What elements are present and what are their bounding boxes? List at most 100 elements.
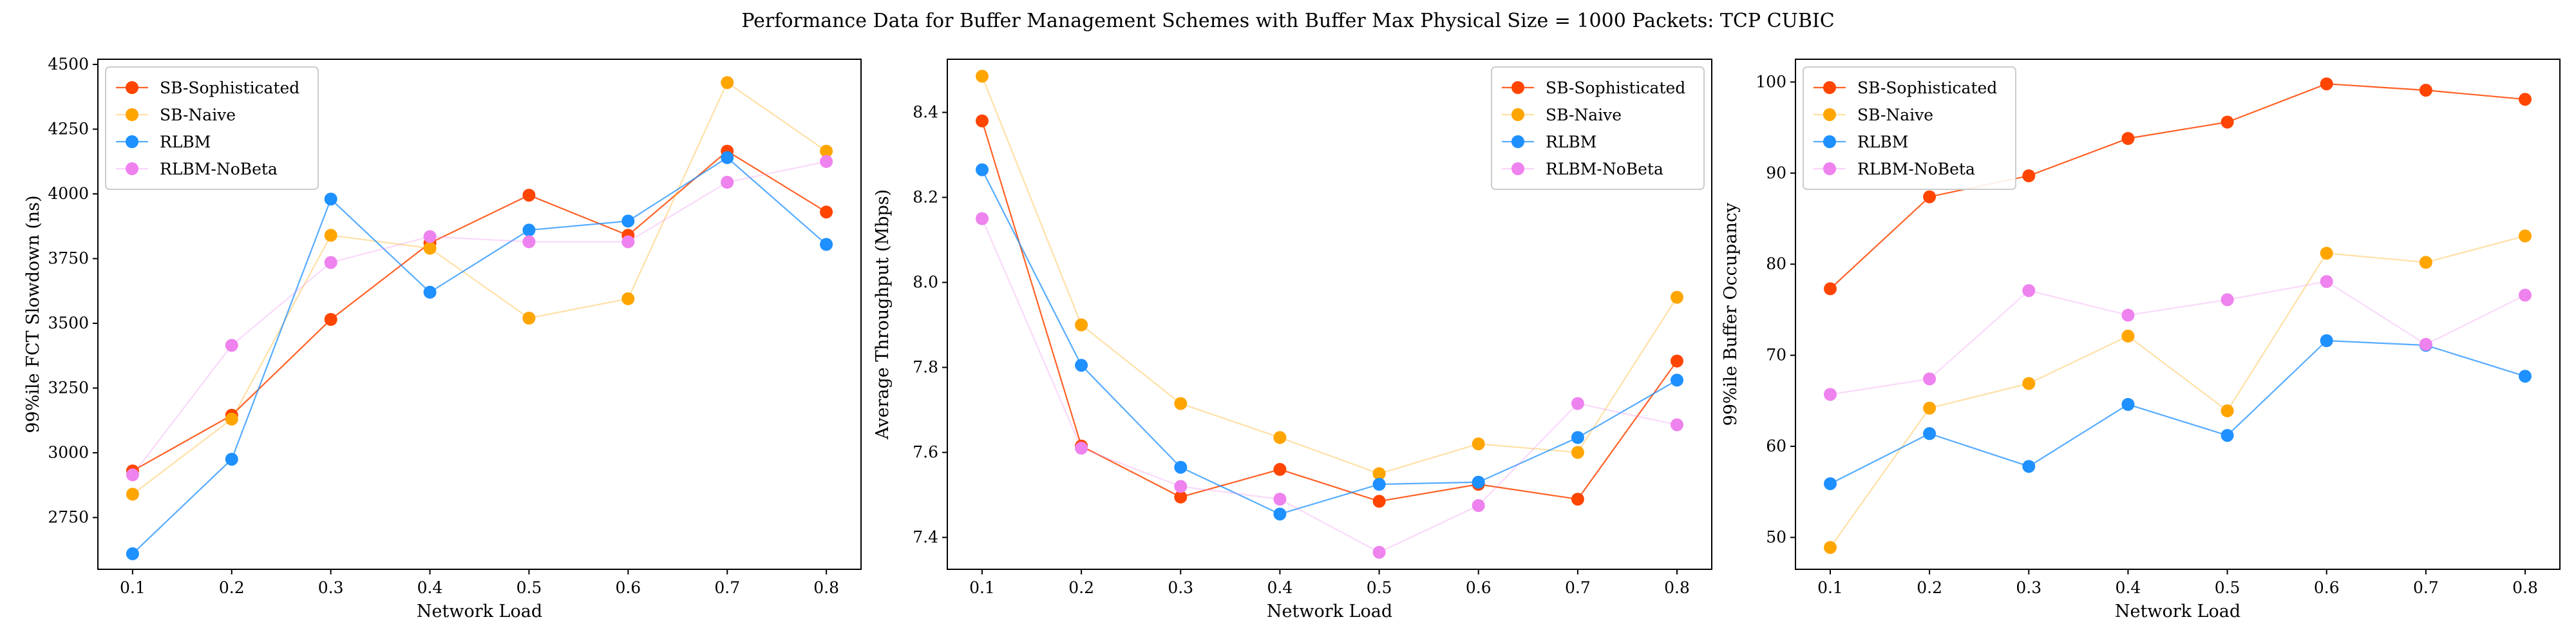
legend-entry: RLBM-NoBeta <box>116 160 278 178</box>
series-line-rlbm-nobeta <box>1830 280 2526 395</box>
series-line-rlbm <box>132 156 827 554</box>
data-point-rlbm <box>1273 507 1287 521</box>
y-tick-label: 8.0 <box>913 273 938 292</box>
x-axis-label: Network Load <box>1267 601 1392 621</box>
legend-marker <box>1823 162 1836 175</box>
chart-panel-3: 0.1 0.2 0.3 0.4 0.5 0.6 0.7 0.8 50 60 70 80 90 100 Net… <box>1721 59 2561 621</box>
data-point-sb-sophisticated <box>820 205 833 219</box>
x-tick-label: 0.5 <box>516 578 542 597</box>
y-tick-label: 70 <box>1766 346 1786 365</box>
legend-label: SB-Naive <box>1857 106 1933 124</box>
y-tick-label: 4500 <box>48 55 89 73</box>
data-point-sb-sophisticated <box>2022 169 2036 182</box>
data-point-sb-sophisticated <box>1923 190 1937 204</box>
legend-entry: SB-Sophisticated <box>1814 79 1997 97</box>
y-tick-label: 90 <box>1766 164 1786 182</box>
data-point-rlbm-nobeta <box>721 176 734 189</box>
data-point-sb-sophisticated <box>522 189 536 202</box>
legend-entry: RLBM <box>1502 133 1596 151</box>
data-point-sb-sophisticated <box>2519 93 2532 106</box>
legend-entry: SB-Sophisticated <box>1502 79 1685 97</box>
legend-label: SB-Sophisticated <box>160 79 299 97</box>
data-point-rlbm-nobeta <box>976 212 989 225</box>
x-tick-label: 0.3 <box>1168 578 1193 597</box>
data-point-sb-naive <box>721 76 734 90</box>
legend-label: RLBM <box>1546 133 1596 151</box>
data-point-sb-naive <box>976 70 989 83</box>
data-point-rlbm <box>225 453 238 466</box>
y-tick-label: 100 <box>1756 72 1786 91</box>
data-point-rlbm <box>2022 460 2036 473</box>
x-tick-label: 0.6 <box>2314 578 2340 597</box>
data-point-sb-naive <box>225 412 238 426</box>
data-point-sb-naive <box>1571 446 1584 459</box>
legend-marker <box>1511 108 1524 121</box>
legend-marker <box>1511 162 1524 175</box>
figure-title: Performance Data for Buffer Management S… <box>741 10 1834 32</box>
legend-label: SB-Sophisticated <box>1546 79 1685 97</box>
data-point-sb-sophisticated <box>1273 462 1287 476</box>
data-point-sb-sophisticated <box>1671 354 1683 368</box>
axes-frame <box>97 59 862 570</box>
data-point-sb-naive <box>2320 247 2333 260</box>
data-point-sb-naive <box>820 144 833 158</box>
y-tick-label: 3250 <box>48 379 89 397</box>
data-point-rlbm-nobeta <box>820 155 833 168</box>
data-point-sb-naive <box>1372 467 1386 480</box>
y-tick-label: 3500 <box>48 314 89 332</box>
data-point-rlbm-nobeta <box>2519 289 2532 302</box>
x-tick-label: 0.1 <box>120 578 146 597</box>
data-point-rlbm-nobeta <box>1174 480 1188 493</box>
data-point-rlbm <box>2121 398 2135 411</box>
series-line-rlbm <box>1830 339 2526 485</box>
data-point-rlbm <box>423 285 437 299</box>
data-point-rlbm <box>1923 427 1937 440</box>
x-tick-label: 0.6 <box>1466 578 1492 597</box>
data-point-rlbm-nobeta <box>1372 545 1386 559</box>
data-point-rlbm <box>324 193 337 206</box>
axes-frame <box>947 59 1712 570</box>
data-point-rlbm <box>1824 477 1837 491</box>
data-point-sb-sophisticated <box>2320 77 2333 91</box>
legend-box <box>1491 66 1705 190</box>
legend-entry: SB-Sophisticated <box>116 79 299 97</box>
y-tick-label: 50 <box>1766 528 1786 547</box>
y-tick-label: 8.4 <box>913 103 938 122</box>
data-point-rlbm <box>1174 460 1188 474</box>
data-point-sb-naive <box>522 312 536 325</box>
chart-panel-1: 0.1 0.2 0.3 0.4 0.5 0.6 0.7 0.8 2750 3000 3250 3500… <box>23 55 862 621</box>
y-tick-label: 80 <box>1766 254 1786 273</box>
y-tick-label: 4250 <box>48 120 89 138</box>
data-point-rlbm <box>1075 359 1088 372</box>
series-line-rlbm-nobeta <box>981 218 1678 553</box>
x-tick-label: 0.2 <box>219 578 245 597</box>
data-point-rlbm-nobeta <box>1571 397 1584 410</box>
data-point-sb-naive <box>1923 401 1937 415</box>
x-tick-label: 0.2 <box>1068 578 1094 597</box>
y-tick-label: 7.6 <box>913 443 938 462</box>
data-point-sb-naive <box>1174 397 1188 410</box>
data-point-rlbm-nobeta <box>1472 499 1485 512</box>
legend-entry: SB-Naive <box>1502 106 1622 124</box>
legend-marker <box>1511 81 1524 94</box>
data-point-rlbm <box>2320 334 2333 347</box>
y-tick-label: 60 <box>1766 437 1786 455</box>
data-point-rlbm <box>976 163 989 176</box>
data-point-rlbm-nobeta <box>1273 493 1287 506</box>
legend-marker <box>126 135 138 148</box>
charts-container: 0.1 0.2 0.3 0.4 0.5 0.6 0.7 0.8 2750 3000 3250 3500… <box>23 55 2561 621</box>
data-point-rlbm <box>126 547 139 560</box>
legend-marker <box>1823 81 1836 94</box>
data-point-sb-naive <box>324 229 337 242</box>
legend-marker <box>126 162 138 175</box>
legend-marker <box>126 81 138 94</box>
data-point-rlbm-nobeta <box>2320 275 2333 289</box>
legend-box <box>1803 66 2016 190</box>
data-point-sb-naive <box>1824 541 1837 554</box>
x-tick-label: 0.7 <box>1565 578 1591 597</box>
x-tick-label: 0.3 <box>2016 578 2041 597</box>
data-point-sb-naive <box>2022 377 2036 390</box>
data-point-rlbm <box>721 151 734 164</box>
data-point-rlbm <box>1671 374 1683 387</box>
data-point-rlbm <box>1372 478 1386 491</box>
